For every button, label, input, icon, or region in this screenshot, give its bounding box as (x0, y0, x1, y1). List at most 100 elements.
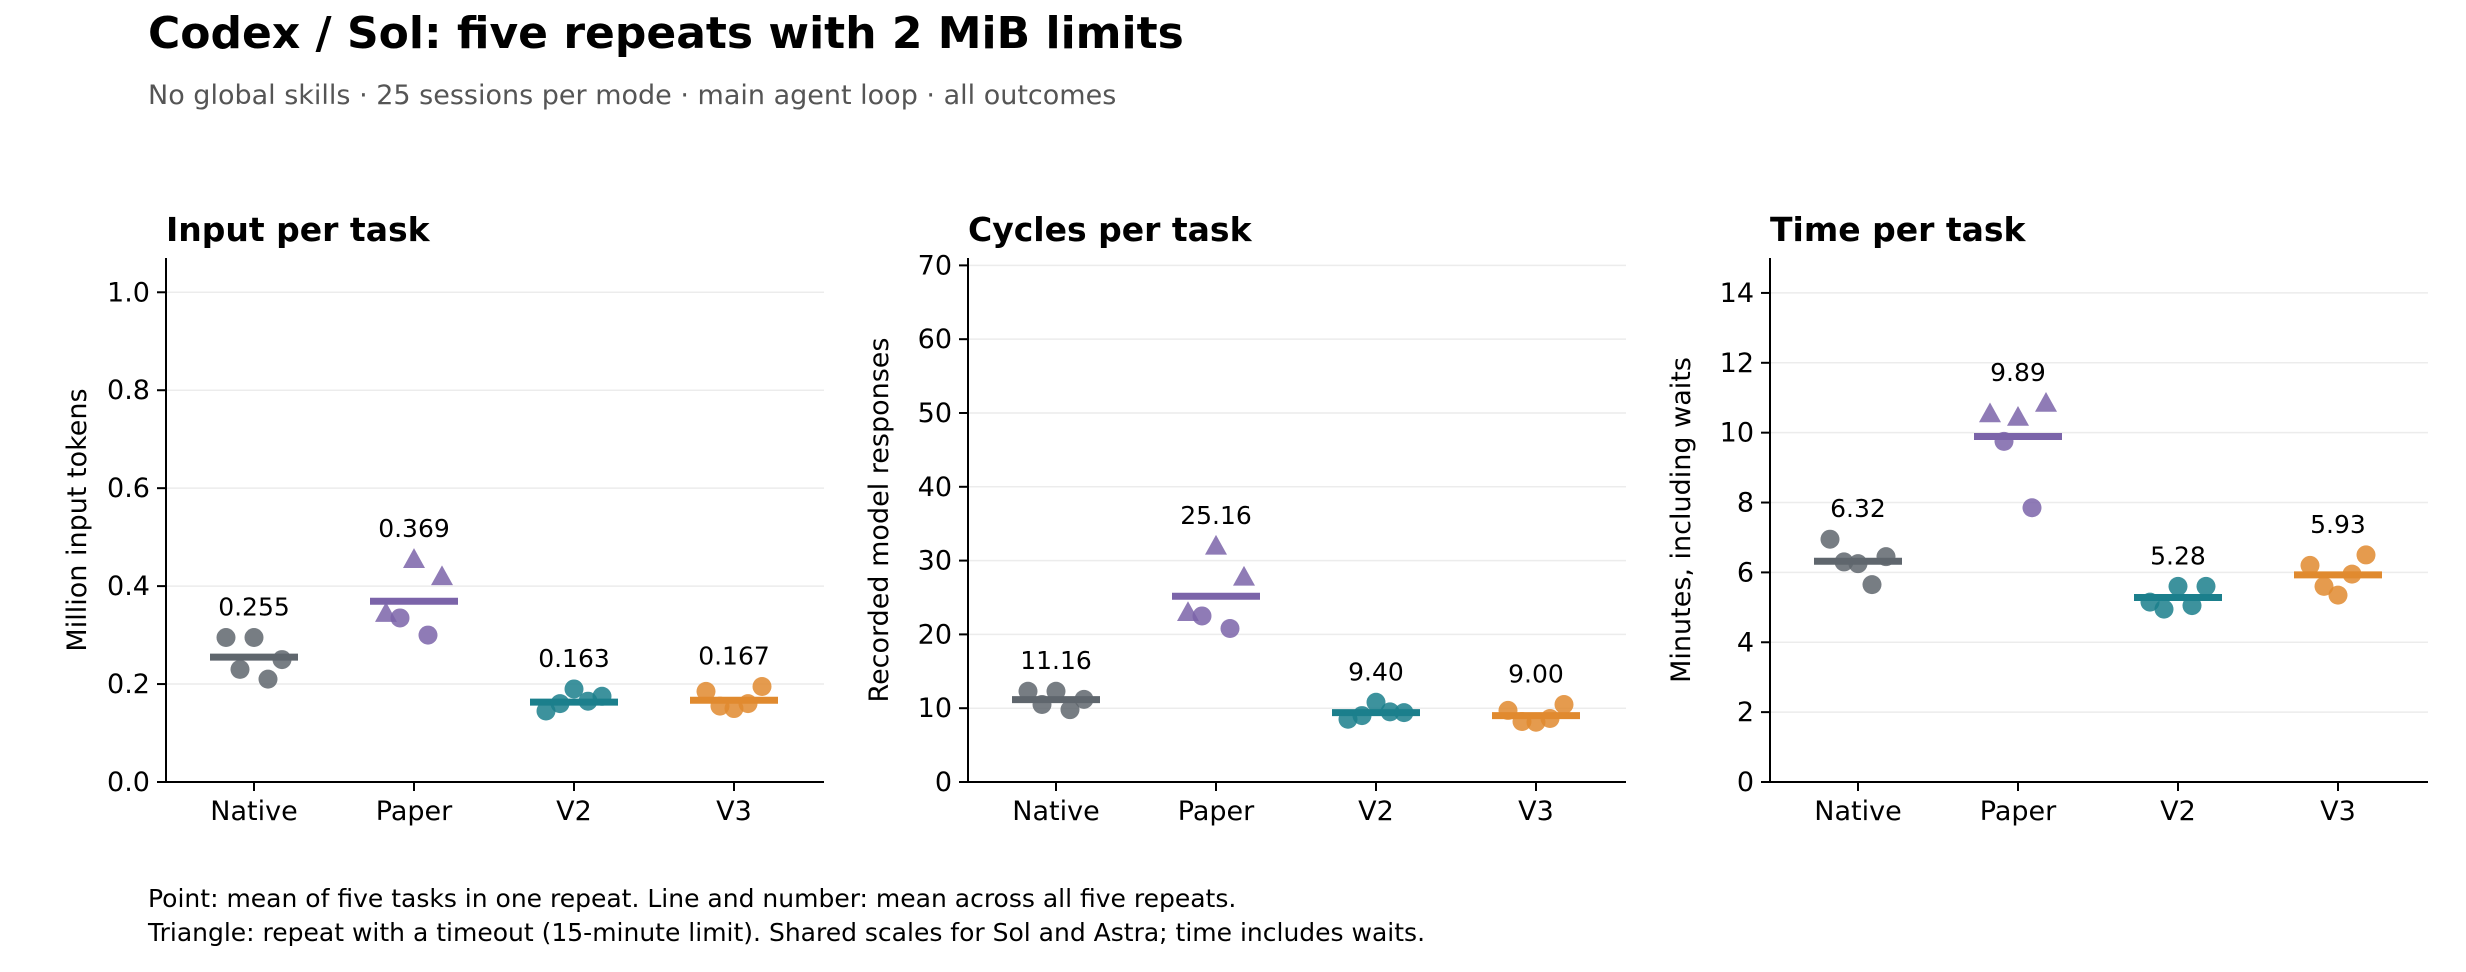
cycles-point-native (1046, 681, 1066, 701)
time-x-tick-label-v2: V2 (2160, 796, 2196, 827)
cycles-y-tick-label: 50 (918, 398, 952, 429)
figure-title: Codex / Sol: five repeats with 2 MiB lim… (148, 8, 1184, 59)
cycles-point-native (1060, 700, 1080, 720)
time-point-v2 (2196, 576, 2216, 596)
input-point-v3 (738, 694, 758, 714)
time-x-tick-label-v3: V3 (2320, 796, 2356, 827)
input-y-tick-label: 0.2 (107, 669, 150, 700)
cycles-mean-label-native: 11.16 (1020, 646, 1092, 675)
cycles-point-native (1074, 689, 1094, 709)
panel-title-cycles: Cycles per task (968, 210, 1252, 249)
cycles-y-tick-label: 30 (918, 546, 952, 577)
panel-title-input: Input per task (166, 210, 430, 249)
time-point-v3 (2314, 576, 2334, 596)
input-point-native (258, 669, 278, 689)
time-y-axis-label: Minutes, including waits (1666, 357, 1697, 683)
cycles-timeout-point-paper (1233, 565, 1255, 586)
input-mean-label-native: 0.255 (218, 593, 290, 622)
time-timeout-point-paper (2007, 405, 2029, 426)
input-point-native (230, 659, 250, 679)
input-y-tick-label: 0.8 (107, 375, 150, 406)
time-point-v3 (2342, 564, 2362, 584)
time-point-native (1820, 529, 1840, 549)
time-point-v3 (2356, 545, 2376, 565)
input-y-tick-label: 0.0 (107, 767, 150, 798)
cycles-point-paper (1220, 618, 1240, 638)
time-point-native (1848, 554, 1868, 574)
time-point-v3 (2300, 555, 2320, 575)
cycles-mean-label-v3: 9.00 (1508, 660, 1564, 689)
time-timeout-point-paper (2035, 391, 2057, 412)
time-mean-label-paper: 9.89 (1990, 358, 2046, 387)
input-x-tick-label-v2: V2 (556, 796, 592, 827)
cycles-point-v3 (1512, 711, 1532, 731)
input-point-v3 (710, 696, 730, 716)
cycles-y-tick-label: 0 (935, 767, 952, 798)
time-mean-label-v3: 5.93 (2310, 510, 2366, 539)
time-y-tick-label: 6 (1737, 557, 1754, 588)
time-point-native (1834, 552, 1854, 572)
cycles-point-v2 (1352, 706, 1372, 726)
time-y-tick-label: 0 (1737, 767, 1754, 798)
time-x-tick-label-native: Native (1814, 796, 1901, 827)
cycles-point-paper (1192, 606, 1212, 626)
time-timeout-point-paper (1979, 402, 2001, 423)
input-point-v2 (564, 679, 584, 699)
input-y-tick-label: 1.0 (107, 277, 150, 308)
input-point-native (216, 628, 236, 648)
time-y-tick-label: 10 (1720, 418, 1754, 449)
time-point-native (1876, 547, 1896, 567)
figure-subtitle: No global skills · 25 sessions per mode … (148, 80, 1117, 111)
time-point-paper (1994, 431, 2014, 451)
cycles-y-tick-label: 60 (918, 324, 952, 355)
cycles-point-v2 (1366, 692, 1386, 712)
input-point-v2 (550, 694, 570, 714)
time-mean-label-native: 6.32 (1830, 494, 1886, 523)
cycles-y-tick-label: 70 (918, 250, 952, 281)
time-y-tick-label: 12 (1720, 348, 1754, 379)
cycles-x-tick-label-v2: V2 (1358, 796, 1394, 827)
cycles-x-tick-label-native: Native (1012, 796, 1099, 827)
input-point-v3 (696, 681, 716, 701)
input-point-v2 (536, 701, 556, 721)
input-point-native (272, 650, 292, 670)
cycles-point-v2 (1380, 702, 1400, 722)
time-point-v2 (2154, 599, 2174, 619)
input-x-tick-label-v3: V3 (716, 796, 752, 827)
time-mean-label-v2: 5.28 (2150, 541, 2206, 570)
input-point-v3 (752, 677, 772, 697)
cycles-y-tick-label: 40 (918, 472, 952, 503)
panel-title-time: Time per task (1770, 210, 2026, 249)
time-point-v2 (2168, 576, 2188, 596)
note-line-1: Point: mean of five tasks in one repeat.… (148, 884, 1237, 913)
cycles-point-v3 (1540, 709, 1560, 729)
input-x-tick-label-native: Native (210, 796, 297, 827)
figure-notes: Point: mean of five tasks in one repeat.… (148, 882, 1425, 950)
time-y-tick-label: 14 (1720, 278, 1754, 309)
input-x-tick-label-paper: Paper (376, 796, 453, 827)
cycles-point-native (1018, 681, 1038, 701)
cycles-mean-label-v2: 9.40 (1348, 657, 1404, 686)
time-point-v3 (2328, 585, 2348, 605)
input-point-paper (418, 625, 438, 645)
time-y-tick-label: 4 (1737, 627, 1754, 658)
input-point-native (244, 628, 264, 648)
time-point-native (1862, 575, 1882, 595)
input-timeout-point-paper (403, 548, 425, 568)
cycles-x-tick-label-paper: Paper (1178, 796, 1255, 827)
cycles-mean-label-paper: 25.16 (1180, 501, 1252, 530)
input-y-tick-label: 0.4 (107, 571, 150, 602)
cycles-y-tick-label: 20 (918, 619, 952, 650)
input-mean-label-v3: 0.167 (698, 642, 770, 671)
cycles-timeout-point-paper (1205, 534, 1227, 555)
input-y-tick-label: 0.6 (107, 473, 150, 504)
cycles-point-v2 (1394, 703, 1414, 723)
cycles-y-tick-label: 10 (918, 693, 952, 724)
time-point-v2 (2182, 596, 2202, 616)
input-point-paper (390, 608, 410, 628)
cycles-point-native (1032, 695, 1052, 715)
cycles-point-v3 (1554, 695, 1574, 715)
input-point-v2 (592, 686, 612, 706)
time-y-tick-label: 2 (1737, 697, 1754, 728)
charts-canvas: 0.0 0.2 0.4 0.6 0.8 1.0 Million input tokens Na… (62, 250, 2428, 827)
